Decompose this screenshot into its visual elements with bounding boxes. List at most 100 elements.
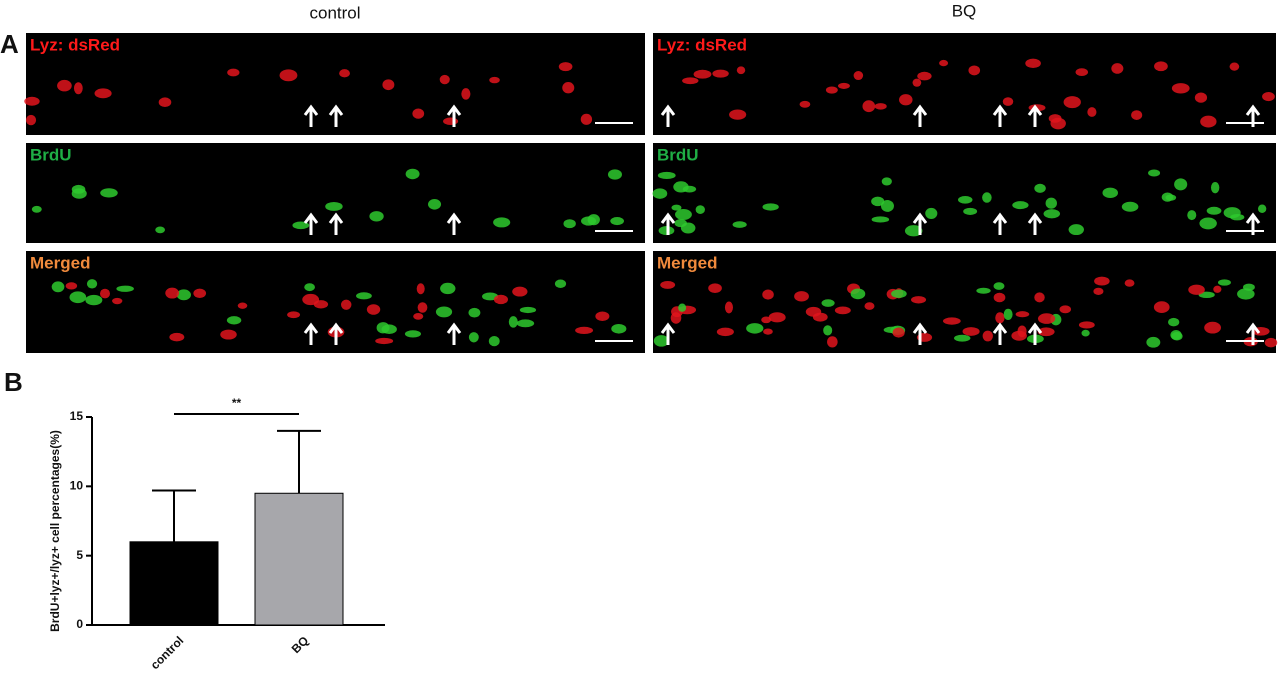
cell bbox=[962, 327, 980, 336]
cell bbox=[695, 205, 705, 214]
cell bbox=[1043, 209, 1061, 219]
cell bbox=[1081, 329, 1090, 337]
cell bbox=[376, 322, 390, 334]
cell bbox=[512, 286, 528, 297]
cell bbox=[1121, 201, 1139, 212]
cell bbox=[1063, 96, 1081, 109]
cell bbox=[1102, 187, 1118, 199]
cell bbox=[313, 300, 329, 309]
cell bbox=[653, 335, 669, 347]
cell bbox=[1146, 336, 1161, 348]
cell bbox=[995, 312, 1005, 324]
cell bbox=[1093, 287, 1104, 295]
row-label: BrdU bbox=[30, 145, 72, 164]
cell bbox=[1204, 321, 1221, 334]
arrow bbox=[912, 212, 928, 235]
cell bbox=[610, 217, 624, 226]
cell bbox=[440, 282, 456, 295]
cell bbox=[1174, 178, 1188, 191]
arrow bbox=[992, 104, 1008, 127]
cell bbox=[86, 279, 98, 289]
cell bbox=[761, 316, 772, 324]
cell bbox=[874, 103, 887, 110]
cell bbox=[899, 94, 913, 106]
cell bbox=[1170, 329, 1182, 340]
arrow bbox=[1027, 104, 1043, 127]
cell bbox=[652, 188, 668, 199]
row-label: Lyz: dsRed bbox=[30, 35, 120, 54]
cell bbox=[864, 302, 875, 310]
bar bbox=[254, 492, 344, 626]
cell bbox=[1199, 217, 1217, 230]
cell bbox=[226, 316, 242, 325]
cell bbox=[416, 283, 425, 295]
cell bbox=[732, 221, 747, 228]
arrow bbox=[660, 212, 676, 235]
cell bbox=[554, 279, 567, 288]
cell bbox=[1210, 181, 1220, 194]
cell bbox=[287, 311, 301, 319]
cell bbox=[176, 289, 191, 301]
cell bbox=[1213, 285, 1222, 293]
cell bbox=[1037, 313, 1056, 324]
cell bbox=[580, 113, 593, 125]
row-label: Merged bbox=[30, 253, 90, 272]
cell bbox=[678, 303, 687, 312]
cell bbox=[443, 117, 459, 126]
cell bbox=[1206, 206, 1222, 215]
cell bbox=[369, 211, 384, 222]
y-tick-label: 5 bbox=[76, 548, 83, 562]
cell bbox=[461, 88, 471, 100]
cell bbox=[468, 307, 481, 318]
x-tick-label: control bbox=[148, 633, 187, 672]
cell bbox=[1237, 288, 1255, 300]
cell bbox=[1034, 292, 1045, 303]
cell bbox=[871, 216, 890, 223]
cell bbox=[25, 114, 37, 126]
cell bbox=[1229, 62, 1240, 71]
cell bbox=[292, 221, 310, 230]
cell bbox=[911, 296, 927, 304]
cell bbox=[1153, 301, 1170, 313]
cell bbox=[862, 100, 876, 113]
cell bbox=[912, 78, 922, 87]
cell bbox=[673, 181, 689, 193]
cell bbox=[1094, 276, 1110, 286]
cell bbox=[112, 297, 123, 305]
cell bbox=[356, 292, 372, 300]
y-tick-label: 15 bbox=[70, 409, 84, 423]
cell bbox=[1188, 284, 1205, 295]
cell bbox=[1194, 92, 1208, 103]
cell bbox=[680, 222, 696, 234]
cell bbox=[891, 289, 907, 298]
cell bbox=[24, 96, 40, 106]
cell bbox=[670, 312, 682, 324]
cell bbox=[716, 327, 734, 337]
cell bbox=[1059, 305, 1072, 314]
cell bbox=[724, 301, 734, 314]
arrow bbox=[446, 212, 462, 235]
cell bbox=[237, 302, 248, 309]
cell bbox=[1078, 321, 1095, 329]
cell bbox=[1200, 115, 1217, 128]
cell bbox=[712, 69, 729, 78]
cell bbox=[116, 285, 134, 292]
cell bbox=[736, 66, 746, 75]
cell bbox=[57, 79, 72, 92]
cell bbox=[155, 226, 166, 234]
cell bbox=[1068, 224, 1084, 236]
cell bbox=[881, 177, 892, 186]
cell bbox=[493, 217, 511, 228]
cell bbox=[413, 313, 424, 320]
cell bbox=[1262, 92, 1275, 102]
row-label: Lyz: dsRed bbox=[657, 35, 747, 54]
cell bbox=[834, 306, 851, 315]
y-tick-label: 10 bbox=[70, 479, 84, 493]
cell bbox=[404, 330, 422, 338]
cell bbox=[838, 82, 850, 89]
cell bbox=[1131, 110, 1143, 120]
cell bbox=[279, 69, 298, 82]
cell bbox=[993, 292, 1006, 303]
cell bbox=[412, 108, 425, 119]
